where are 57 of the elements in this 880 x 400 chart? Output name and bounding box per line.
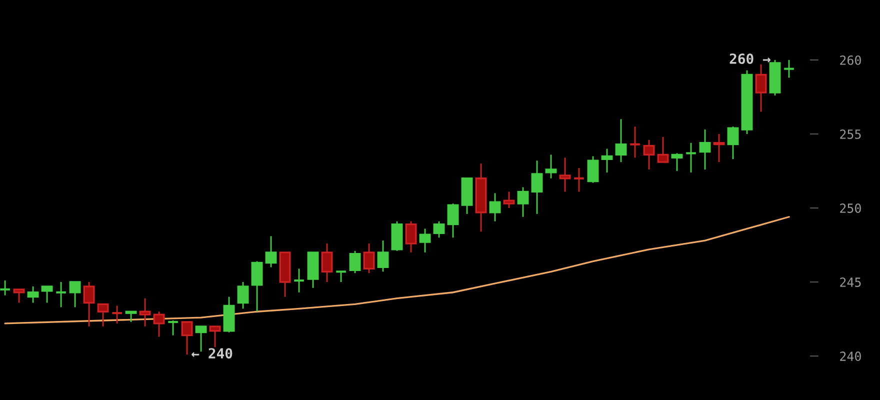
candlestick [405,220,417,254]
candlestick [153,310,165,338]
candlestick [783,59,795,78]
candlestick [755,64,767,112]
candlestick [13,288,25,304]
candlestick [251,260,263,312]
y-tick-label: 240 [840,352,861,361]
candlestick [643,139,655,170]
candlestick [587,155,599,184]
candlestick [531,160,543,215]
candlestick [447,202,459,238]
candlestick [377,240,389,272]
candlestick [181,321,193,356]
candlestick [69,281,81,308]
y-tick-label: 260 [840,55,861,65]
candlestick [433,220,445,238]
candlestick [139,298,151,328]
line-series [4,216,790,324]
candlestick [503,191,515,209]
candlestick [699,128,711,170]
candlestick [671,152,683,172]
candlestick [0,280,11,296]
candlestick [83,281,95,328]
candlestick [489,192,501,222]
candlestick [265,235,277,268]
candlestick [657,136,669,163]
candlestick [713,133,725,163]
candlestick [55,281,67,308]
annotation: ← 240 [192,348,232,359]
y-tick-label: 245 [840,278,861,287]
candlestick [335,270,347,283]
candlestick [321,242,333,283]
annotation: 260 → [730,53,770,64]
candlestick [293,268,305,294]
candlestick [559,156,571,192]
candlestick [167,320,179,336]
candlestick [363,242,375,274]
candlestick [685,142,697,174]
y-tick-label: 255 [840,129,861,139]
candlestick [111,305,123,324]
candlestick [209,326,221,348]
candlestick [629,126,641,158]
candlestick [517,186,529,218]
candlestick [195,326,207,352]
candlestick [27,286,39,304]
candlestick [545,154,557,180]
candlestick [125,310,137,323]
candlestick [237,281,249,310]
candlestick [349,250,361,274]
candlestick [419,228,431,254]
candlestick [41,286,53,304]
candlestick [573,167,585,192]
candlestick [601,148,613,174]
candlestick [727,126,739,160]
candlestick [615,118,627,163]
y-tick-label: 250 [840,204,861,213]
candlestick [97,303,109,328]
